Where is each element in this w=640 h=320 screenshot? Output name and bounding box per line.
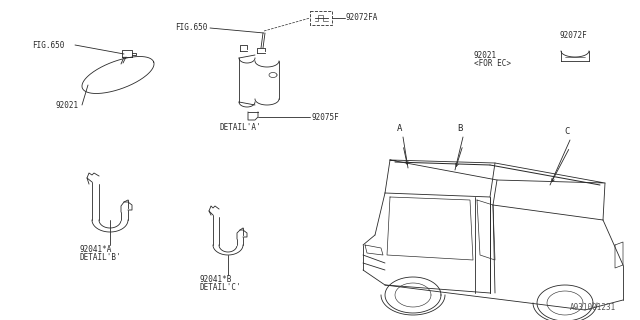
Text: DETAIL'C': DETAIL'C' xyxy=(200,284,242,292)
Text: A931001231: A931001231 xyxy=(570,303,616,312)
Text: 92072F: 92072F xyxy=(560,30,588,39)
Text: FIG.650: FIG.650 xyxy=(32,41,65,50)
Text: DETAIL'A': DETAIL'A' xyxy=(220,123,262,132)
Text: <FOR EC>: <FOR EC> xyxy=(474,59,511,68)
Text: FIG.650: FIG.650 xyxy=(175,23,207,33)
Text: 92075F: 92075F xyxy=(311,113,339,122)
Text: 92072FA: 92072FA xyxy=(346,13,378,22)
Text: 92041*B: 92041*B xyxy=(200,276,232,284)
Text: DETAIL'B': DETAIL'B' xyxy=(80,253,122,262)
Text: A: A xyxy=(397,124,403,133)
Text: 92041*A: 92041*A xyxy=(80,245,113,254)
Text: C: C xyxy=(564,127,570,136)
Bar xyxy=(310,11,332,25)
Text: B: B xyxy=(458,124,463,133)
Text: 92021: 92021 xyxy=(474,51,497,60)
Text: 92021: 92021 xyxy=(55,100,78,109)
